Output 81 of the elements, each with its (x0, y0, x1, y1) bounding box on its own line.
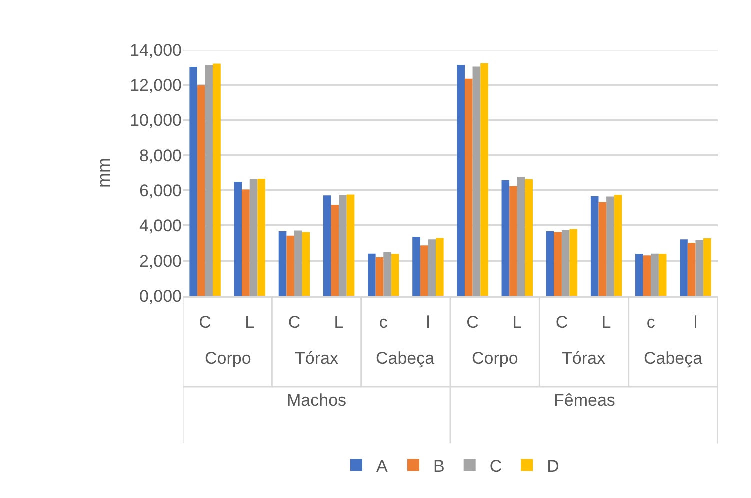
bar (570, 229, 578, 296)
x-tick-label: C (199, 313, 212, 332)
bar (346, 194, 355, 296)
bar (234, 182, 242, 296)
legend-label: C (490, 456, 502, 476)
bar (696, 240, 704, 296)
bar (391, 254, 400, 296)
bar (472, 66, 481, 296)
text: Corpo (472, 349, 518, 368)
bar (331, 205, 340, 296)
y-tick-label: 14,000 (130, 40, 182, 60)
x-tick-label: l (694, 313, 698, 332)
bar (294, 230, 302, 296)
bar (598, 202, 607, 296)
bar (680, 240, 688, 296)
bar (376, 258, 384, 296)
x-tick-label: L (245, 313, 255, 332)
bar (704, 238, 712, 296)
text: Fêmeas (554, 391, 616, 410)
x-tick-label: C (466, 313, 479, 332)
y-tick-label: 2,000 (139, 252, 182, 271)
x-tick-label: L (512, 313, 522, 332)
bar (636, 254, 644, 296)
bar (502, 180, 510, 296)
y-axis-title: mm (94, 158, 114, 188)
bar (651, 254, 659, 296)
bar (323, 196, 332, 296)
bar (554, 232, 562, 296)
y-tick-label: 0,000 (139, 286, 182, 306)
bar (286, 236, 294, 296)
text: Cabeça (644, 349, 704, 368)
bar (302, 232, 310, 296)
bar (464, 78, 473, 296)
text: Cabeça (376, 349, 436, 368)
bar (197, 85, 206, 296)
legend-label: D (547, 456, 560, 476)
y-tick-label: 10,000 (130, 111, 182, 130)
x-tick-label: C (288, 313, 301, 332)
text: Corpo (205, 349, 252, 368)
y-tick-label: 8,000 (139, 146, 182, 166)
bar (688, 243, 696, 296)
bar (590, 196, 599, 296)
bar (606, 196, 614, 296)
bar (213, 64, 221, 296)
text: Tórax (562, 349, 606, 368)
bar (457, 65, 465, 296)
bar (384, 252, 392, 296)
legend-label: B (434, 456, 445, 476)
x-tick-label: c (646, 313, 656, 332)
x-tick-label: C (556, 313, 568, 332)
text: Machos (287, 391, 347, 410)
bar (368, 254, 376, 296)
bar (510, 186, 518, 296)
bar (546, 232, 554, 296)
y-tick-label: 12,000 (130, 76, 182, 96)
bar (258, 178, 266, 296)
y-tick-label: 4,000 (139, 216, 182, 236)
bar (242, 190, 250, 296)
bar (412, 237, 420, 296)
x-tick-label: L (334, 313, 344, 332)
bar (658, 254, 667, 296)
bar (525, 179, 533, 296)
bar (643, 256, 652, 296)
bar (250, 178, 258, 296)
y-tick-label: 6,000 (139, 182, 182, 201)
x-tick-label: l (426, 313, 430, 332)
bar (420, 246, 428, 296)
text: Tórax (295, 349, 339, 368)
bar (190, 67, 198, 296)
bar (614, 195, 622, 296)
bar (517, 177, 526, 296)
x-tick-label: L (602, 313, 612, 332)
bar (428, 240, 436, 296)
bar (480, 63, 488, 296)
x-tick-label: c (379, 313, 388, 332)
bar (339, 195, 347, 296)
bar (205, 65, 214, 296)
legend-label: A (376, 456, 388, 476)
bar (562, 230, 570, 296)
bar (436, 238, 444, 296)
bar (278, 232, 287, 296)
